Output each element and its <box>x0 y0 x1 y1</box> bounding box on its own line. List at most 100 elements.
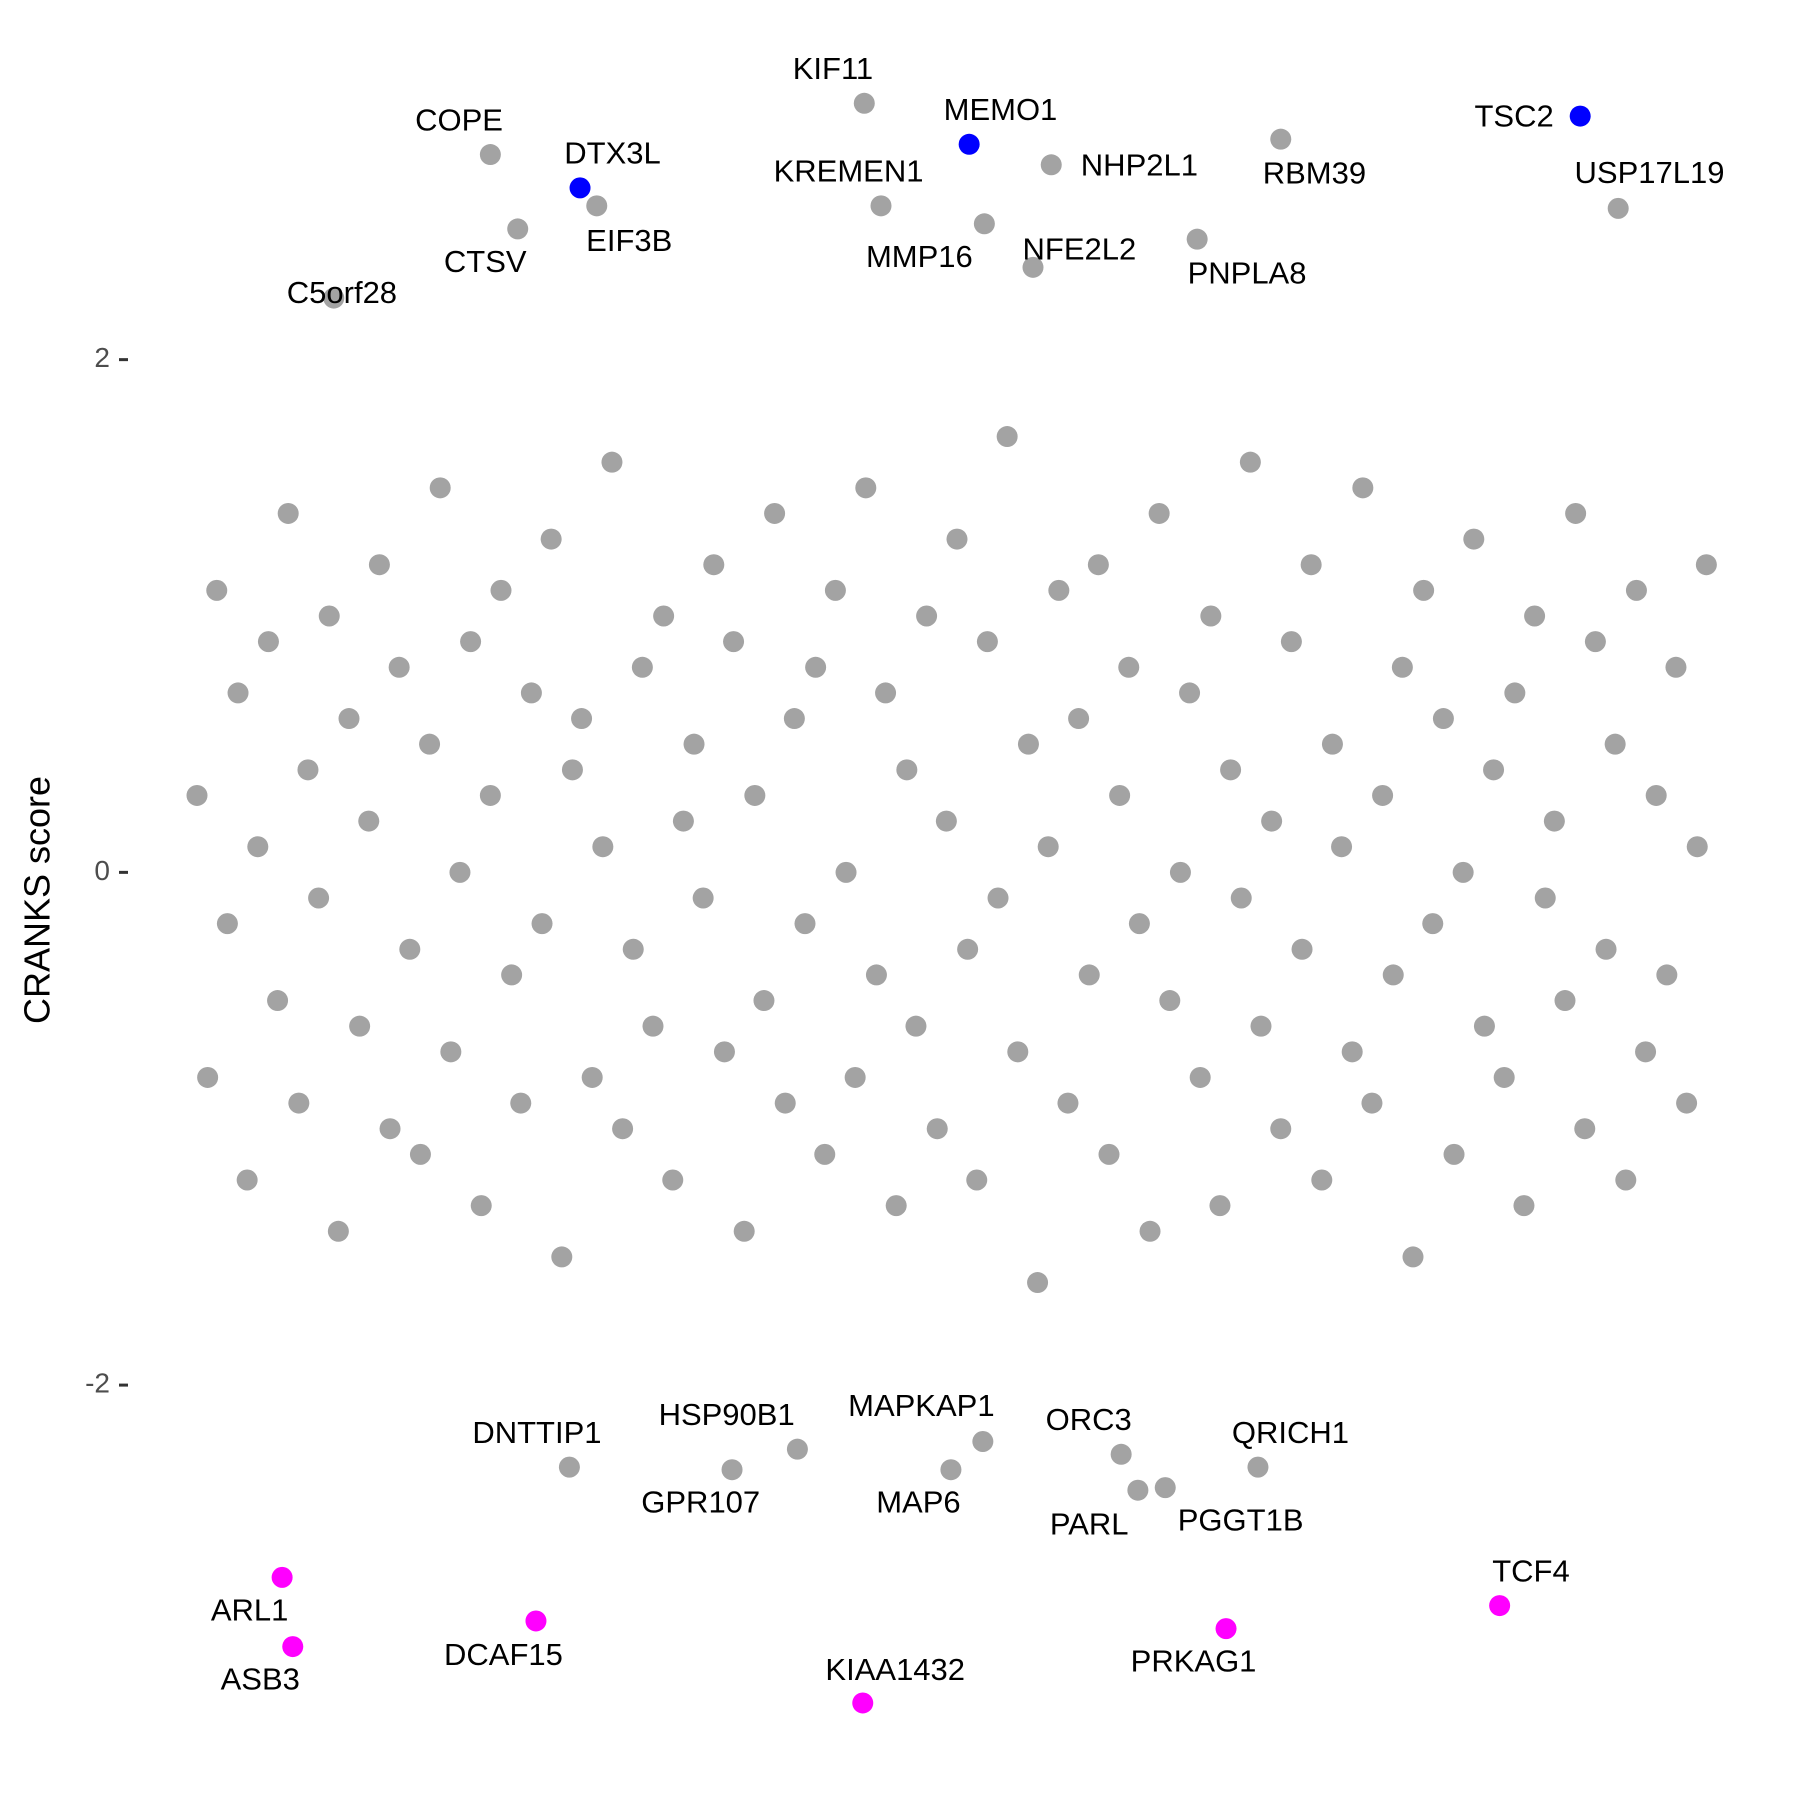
point-label: MEMO1 <box>944 92 1058 127</box>
point <box>733 1220 755 1242</box>
point <box>1159 990 1181 1012</box>
point <box>409 1143 431 1165</box>
point <box>1574 1118 1596 1140</box>
highlight-point <box>1270 128 1292 150</box>
point-label: DNTTIP1 <box>472 1415 601 1450</box>
point <box>662 1169 684 1191</box>
point <box>1250 1015 1272 1037</box>
point <box>824 579 846 601</box>
point-label: ORC3 <box>1046 1402 1132 1437</box>
point <box>601 451 623 473</box>
point <box>510 1092 532 1114</box>
point <box>267 990 289 1012</box>
point <box>1118 656 1140 678</box>
point-label: QRICH1 <box>1232 1415 1349 1450</box>
point <box>896 759 918 781</box>
point <box>957 938 979 960</box>
point <box>805 656 827 678</box>
point <box>247 836 269 858</box>
point <box>1372 784 1394 806</box>
point <box>1341 1041 1363 1063</box>
point <box>1037 836 1059 858</box>
point <box>723 631 745 653</box>
point <box>1413 579 1435 601</box>
point-label: GPR107 <box>641 1485 760 1520</box>
point <box>470 1195 492 1217</box>
point <box>592 836 614 858</box>
highlight-point <box>1186 228 1208 250</box>
point <box>297 759 319 781</box>
point-label: MAPKAP1 <box>848 1388 994 1423</box>
point-label: ARL1 <box>211 1592 289 1627</box>
point <box>1017 733 1039 755</box>
point <box>1402 1246 1424 1268</box>
point <box>1179 682 1201 704</box>
y-axis-title: CRANKS score <box>17 776 58 1024</box>
point <box>1027 1272 1049 1294</box>
point <box>1148 502 1170 524</box>
point <box>946 528 968 550</box>
point <box>1534 887 1556 909</box>
highlight-point <box>282 1636 304 1658</box>
point <box>1463 528 1485 550</box>
highlight-point <box>870 195 892 217</box>
highlight-point <box>1110 1443 1132 1465</box>
point <box>379 1118 401 1140</box>
point-label: TSC2 <box>1474 99 1553 134</box>
point <box>531 913 553 935</box>
y-tick-label: -2 <box>85 1367 110 1398</box>
point <box>1565 502 1587 524</box>
point <box>1473 1015 1495 1037</box>
point <box>368 554 390 576</box>
point-label: NHP2L1 <box>1081 147 1198 182</box>
point-label: PNPLA8 <box>1188 255 1307 290</box>
point <box>855 477 877 499</box>
point <box>1595 938 1617 960</box>
point <box>349 1015 371 1037</box>
y-tick-label: 2 <box>94 342 110 373</box>
point <box>1239 451 1261 473</box>
point <box>1128 913 1150 935</box>
point <box>764 502 786 524</box>
point <box>622 938 644 960</box>
point <box>1665 656 1687 678</box>
point <box>996 426 1018 448</box>
point <box>935 810 957 832</box>
point <box>692 887 714 909</box>
point <box>612 1118 634 1140</box>
point <box>1584 631 1606 653</box>
point <box>440 1041 462 1063</box>
point-label: C5orf28 <box>287 275 397 310</box>
point <box>358 810 380 832</box>
point-label: ASB3 <box>221 1662 300 1697</box>
point-label: KIF11 <box>793 51 873 86</box>
point <box>1087 554 1109 576</box>
point <box>753 990 775 1012</box>
point <box>976 631 998 653</box>
point <box>1391 656 1413 678</box>
highlight-point <box>721 1459 743 1481</box>
point <box>1220 759 1242 781</box>
highlight-point <box>972 1430 994 1452</box>
point <box>1169 861 1191 883</box>
highlight-point <box>1022 256 1044 278</box>
point-label: MMP16 <box>866 239 973 274</box>
point <box>327 1220 349 1242</box>
point-label: COPE <box>415 102 503 137</box>
point <box>774 1092 796 1114</box>
point <box>227 682 249 704</box>
highlight-point <box>323 287 345 309</box>
point <box>987 887 1009 909</box>
point <box>1068 708 1090 730</box>
highlight-point <box>525 1610 547 1632</box>
point <box>186 784 208 806</box>
point <box>1493 1066 1515 1088</box>
point <box>916 605 938 627</box>
point <box>1048 579 1070 601</box>
point <box>966 1169 988 1191</box>
point <box>1686 836 1708 858</box>
point <box>197 1066 219 1088</box>
point <box>1057 1092 1079 1114</box>
point-label: RBM39 <box>1263 155 1366 190</box>
